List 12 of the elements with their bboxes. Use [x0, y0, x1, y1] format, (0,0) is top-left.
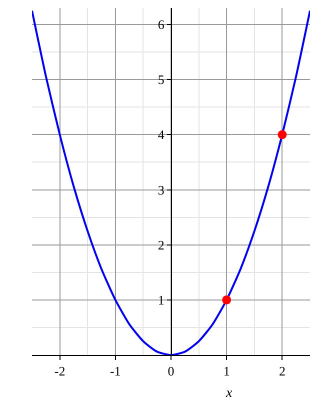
- x-tick-label: -1: [110, 364, 121, 379]
- y-tick-label: 2: [158, 237, 164, 252]
- x-tick-label: 1: [223, 364, 230, 379]
- y-tick-label: 5: [158, 72, 164, 88]
- x-tick-label: 0: [168, 364, 174, 379]
- x-tick-label: -2: [54, 364, 66, 379]
- y-tick-label: 4: [158, 127, 165, 142]
- x-axis-title: x: [225, 386, 233, 401]
- y-tick-label: 6: [158, 17, 165, 32]
- y-tick-label: 3: [158, 182, 164, 198]
- x-tick-label: 2: [278, 364, 286, 379]
- y-tick-label: 1: [158, 292, 164, 308]
